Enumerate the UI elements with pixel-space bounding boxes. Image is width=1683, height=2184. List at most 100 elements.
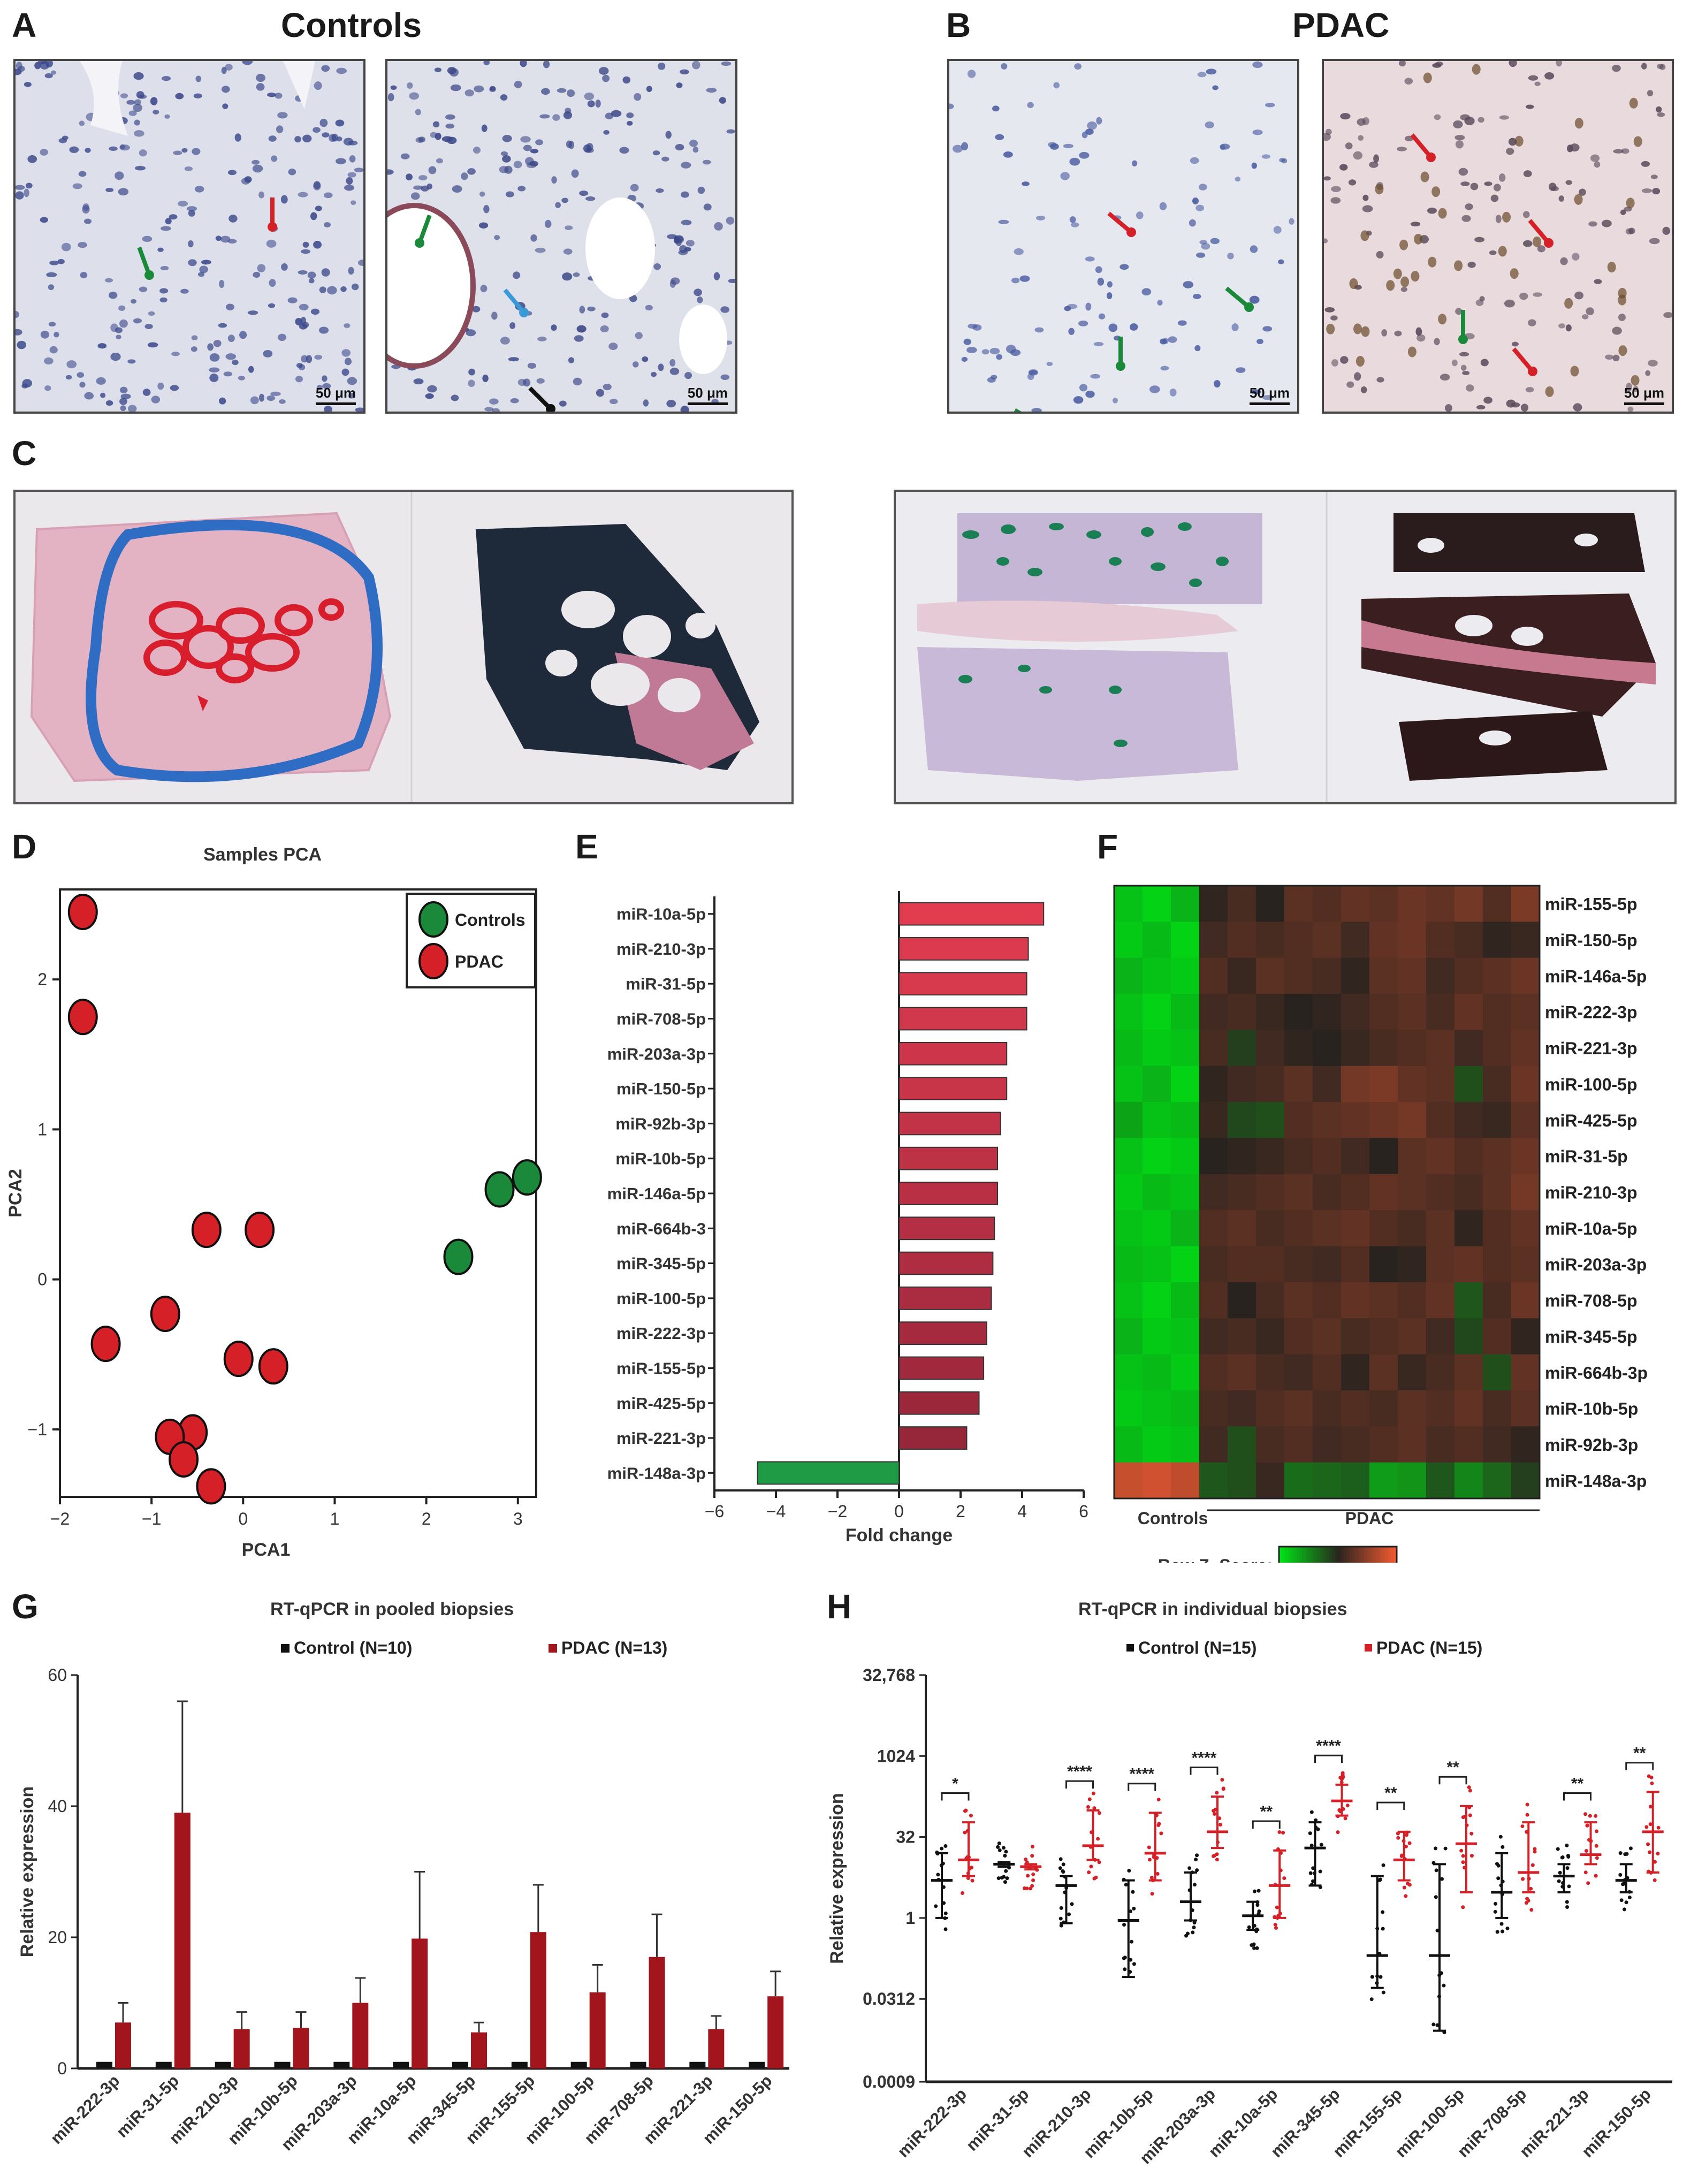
nucleus (134, 119, 140, 126)
legend-gradient-step (1308, 1547, 1312, 1563)
annotation-arrow (1528, 219, 1551, 245)
nucleus (1192, 294, 1201, 299)
pdac-point (1468, 1789, 1472, 1793)
pdac-point (1339, 1780, 1344, 1784)
nucleus (1120, 264, 1129, 270)
control-point (1003, 1854, 1007, 1858)
nucleus (523, 144, 532, 151)
control-point (1495, 1930, 1499, 1934)
significance-stars: ** (1384, 1784, 1397, 1802)
heatmap-cell (1483, 1354, 1512, 1391)
nucleus (1340, 113, 1351, 120)
nucleus (468, 379, 475, 387)
pdac-point (1529, 1886, 1533, 1891)
nucleus (248, 366, 254, 373)
heatmap-cell (1313, 1138, 1342, 1175)
pdac-point (1469, 1831, 1474, 1836)
nucleus (301, 249, 311, 254)
control-point (1058, 1866, 1062, 1870)
control-bar (274, 2061, 291, 2068)
nucleus (661, 156, 669, 162)
heatmap-cell (1313, 1210, 1342, 1247)
nucleus (1490, 194, 1499, 202)
heatmap-cell (1313, 957, 1342, 994)
pdac-point (90, 1326, 121, 1363)
pdac-bar (471, 2032, 487, 2068)
legend-gradient-frame (1278, 1546, 1398, 1563)
significance-stars: ** (1260, 1803, 1273, 1821)
heatmap-cell (1199, 1390, 1228, 1427)
heatmap-cell (1114, 1210, 1143, 1247)
nucleus (1618, 314, 1626, 322)
nucleus (271, 155, 278, 162)
nucleus (468, 368, 476, 376)
nucleus (1656, 106, 1662, 113)
nucleus (209, 374, 219, 382)
pdac-point (258, 1348, 288, 1385)
pdac-point (1584, 1848, 1588, 1853)
pdac-point (1594, 1874, 1598, 1878)
pdac-point (1282, 1876, 1286, 1881)
heatmap-cell (1511, 1354, 1540, 1391)
heatmap-chart: miR-155-5p miR-150-5p miR-146a-5p miR-222-3… (1113, 885, 1648, 1563)
nucleus (120, 93, 128, 98)
fold-change-bar (898, 1077, 1008, 1101)
pdac-point (1159, 1831, 1163, 1836)
nucleus (447, 67, 456, 74)
stained-nucleus (1498, 246, 1507, 257)
nucleus (579, 191, 589, 196)
heatmap-cell (1454, 1426, 1483, 1463)
control-point (1122, 1923, 1126, 1927)
nucleus (1394, 330, 1402, 337)
heatmap-cell (1199, 1282, 1228, 1319)
nucleus (256, 83, 265, 91)
nucleus (961, 356, 968, 362)
heatmap-cell (1483, 1390, 1512, 1427)
fold-change-bar (898, 1216, 995, 1241)
control-point (1005, 1876, 1009, 1881)
nucleus (306, 355, 313, 363)
x-axis-label: Fold change (846, 1525, 953, 1546)
heatmap-cell (1313, 1426, 1342, 1463)
nucleus (1369, 161, 1379, 168)
pdac-point (1275, 1905, 1279, 1909)
nucleus (209, 353, 220, 362)
nucleus (1339, 164, 1348, 171)
category-label: miR-425-5p (616, 1394, 706, 1413)
nucleus (1194, 345, 1201, 352)
nucleus (622, 76, 631, 84)
nucleus (1168, 336, 1177, 343)
category-label: miR-100-5p (616, 1289, 706, 1308)
control-bar (452, 2061, 468, 2068)
heatmap-cell (1284, 1354, 1313, 1391)
control-bar (333, 2061, 350, 2068)
nucleus (1090, 374, 1101, 379)
fold-change-bar (898, 1182, 998, 1205)
nucleus (316, 385, 323, 390)
pdac-point (1212, 1812, 1216, 1816)
legend-label: PDAC (N=15) (1376, 1638, 1482, 1657)
control-bar (689, 2061, 706, 2068)
nucleus (584, 92, 595, 101)
nucleus (1649, 238, 1660, 245)
heatmap-cell (1143, 1426, 1171, 1463)
nucleus (555, 202, 561, 208)
nucleus (1506, 148, 1514, 155)
annotation-arrow (417, 214, 432, 244)
heatmap-cell (1228, 1246, 1256, 1283)
control-point (1501, 1929, 1505, 1934)
heatmap-cell (1256, 1282, 1285, 1319)
nucleus (1087, 121, 1098, 130)
heatmap-cell (1341, 1102, 1370, 1138)
nucleus (629, 294, 637, 302)
legend-gradient-step (1329, 1547, 1332, 1563)
category-label: miR-708-5p (616, 1010, 706, 1029)
fold-change-bar (898, 1356, 985, 1380)
heatmap-cell (1114, 1390, 1143, 1427)
nucleus (1003, 151, 1013, 158)
pdac-point (1469, 1854, 1474, 1858)
control-bar (630, 2061, 646, 2068)
nucleus (354, 168, 363, 172)
heatmap-cell (1114, 1174, 1143, 1211)
control-point (1132, 1962, 1136, 1966)
